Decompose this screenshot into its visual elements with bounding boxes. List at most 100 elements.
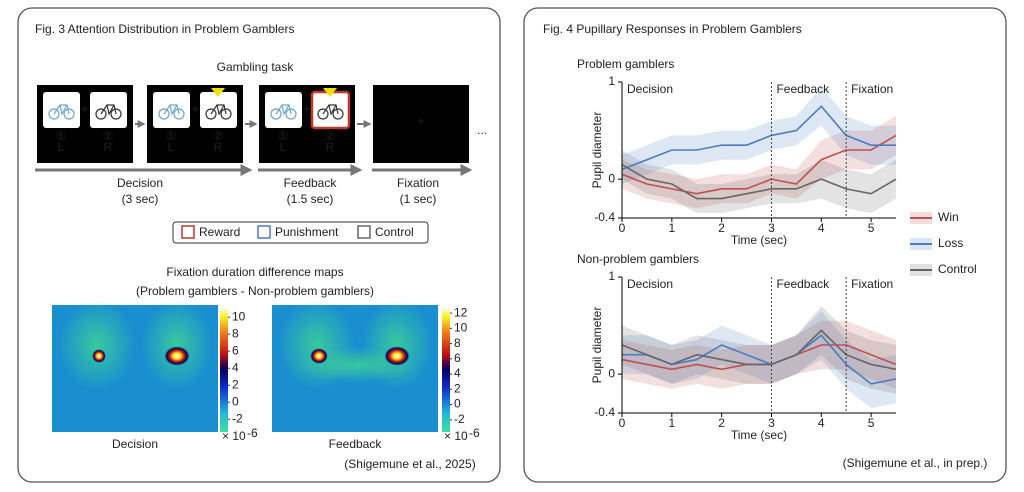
bike-wheel xyxy=(95,108,107,120)
x-axis-label: Time (sec) xyxy=(731,428,787,442)
bike-frame xyxy=(210,104,227,116)
error-band xyxy=(622,116,896,209)
maps-title: Fixation duration difference maps xyxy=(166,265,343,279)
heatmap-hotspot xyxy=(384,346,410,366)
x-axis-label: Time (sec) xyxy=(731,233,787,247)
phase-name: Decision xyxy=(117,176,163,190)
bike-frame xyxy=(100,104,117,116)
heatmap-hotspot xyxy=(310,348,328,364)
colorbar-tick-label: 2 xyxy=(454,381,461,395)
colorbar-tick-label: 4 xyxy=(454,366,461,380)
panel-title: Fig. 4 Pupillary Responses in Problem Ga… xyxy=(543,22,802,36)
bike-wheel xyxy=(158,108,170,120)
bike-wheel xyxy=(270,108,282,120)
bike-wheel xyxy=(63,108,75,120)
error-band xyxy=(622,320,896,389)
colorbar-scale: × 10 xyxy=(222,429,246,443)
key-label: R xyxy=(326,140,335,154)
series-line xyxy=(621,329,897,371)
heatmap-hotspot xyxy=(164,346,190,366)
series-line xyxy=(621,134,897,195)
bike-wheel xyxy=(317,108,329,120)
y-axis-label: Pupil diameter xyxy=(590,112,604,189)
bike-frame xyxy=(163,104,180,116)
legend-swatch xyxy=(357,225,371,239)
bike-wheel xyxy=(285,108,297,120)
phase-name: Fixation xyxy=(397,176,439,190)
x-tick-label: 2 xyxy=(718,221,725,235)
colorbar-scale-exponent: -6 xyxy=(247,426,258,440)
colorbar-scale: × 10 xyxy=(444,429,468,443)
key-label: L xyxy=(168,140,175,154)
panel-title: Fig. 3 Attention Distribution in Problem… xyxy=(35,22,294,36)
map-label: Feedback xyxy=(329,437,383,451)
y-tick-label: -0.4 xyxy=(594,210,615,224)
colorbar-tick-label: 10 xyxy=(232,309,246,323)
key-number: ① xyxy=(278,129,289,143)
x-tick-label: 4 xyxy=(818,221,825,235)
heatmap xyxy=(272,300,438,432)
phase-name: Feedback xyxy=(284,176,338,190)
phase-label: Decision xyxy=(627,82,673,96)
x-tick-label: 2 xyxy=(718,416,725,430)
fixation-cross: + xyxy=(303,102,310,116)
x-tick-label: 1 xyxy=(668,416,675,430)
legend-label: Punishment xyxy=(275,225,339,239)
heatmap xyxy=(52,300,218,432)
key-number: ② xyxy=(103,129,114,143)
task-label: Gambling task xyxy=(217,60,295,74)
colorbar-tick-label: 4 xyxy=(232,360,239,374)
x-tick-label: 5 xyxy=(868,221,875,235)
bike-wheel xyxy=(220,108,232,120)
phase-label: Fixation xyxy=(851,277,893,291)
key-number: ② xyxy=(213,129,224,143)
ellipsis: ... xyxy=(477,123,487,137)
colorbar-tick-label: 10 xyxy=(454,321,468,335)
bike-wheel xyxy=(173,108,185,120)
phase-label: Feedback xyxy=(776,277,830,291)
x-tick-label: 5 xyxy=(868,416,875,430)
selection-marker xyxy=(211,88,225,97)
legend-label: Reward xyxy=(199,225,240,239)
phase-label: Feedback xyxy=(776,82,830,96)
key-label: L xyxy=(280,140,287,154)
key-label: R xyxy=(214,140,223,154)
chart-title: Problem gamblers xyxy=(577,57,674,71)
citation: (Shigemune et al., 2025) xyxy=(344,457,475,471)
error-band xyxy=(622,306,896,394)
citation: (Shigemune et al., in prep.) xyxy=(843,456,988,470)
task-screen xyxy=(373,85,469,163)
colorbar-tick-label: 6 xyxy=(232,343,239,357)
fixation-cross: + xyxy=(417,114,424,128)
x-tick-label: 4 xyxy=(818,416,825,430)
x-tick-label: 3 xyxy=(768,416,775,430)
x-tick-label: 3 xyxy=(768,221,775,235)
colorbar xyxy=(220,307,228,432)
fixation-cross: + xyxy=(191,102,198,116)
phase-duration: (3 sec) xyxy=(122,192,159,206)
legend-label: Control xyxy=(375,225,414,239)
bike-wheel xyxy=(205,108,217,120)
colorbar-scale-exponent: -6 xyxy=(469,426,480,440)
bike-wheel xyxy=(48,108,60,120)
colorbar-tick-label: 0 xyxy=(454,397,461,411)
map-label: Decision xyxy=(112,437,158,451)
legend-label: Control xyxy=(938,262,977,276)
x-tick-label: 0 xyxy=(619,416,626,430)
key-label: L xyxy=(58,140,65,154)
maps-title: (Problem gamblers - Non-problem gamblers… xyxy=(136,284,374,298)
key-number: ① xyxy=(166,129,177,143)
colorbar-tick-label: 8 xyxy=(454,336,461,350)
bike-wheel xyxy=(332,108,344,120)
key-number: ② xyxy=(325,129,336,143)
legend-label: Win xyxy=(938,210,959,224)
bike-wheel xyxy=(110,108,122,120)
colorbar-tick-label: 8 xyxy=(232,326,239,340)
y-tick-label: 1 xyxy=(608,269,615,283)
chart-title: Non-problem gamblers xyxy=(577,252,699,266)
series-line xyxy=(621,163,897,200)
x-tick-label: 1 xyxy=(668,221,675,235)
y-tick-label: -0.4 xyxy=(594,405,615,419)
y-tick-label: 0 xyxy=(608,366,615,380)
colorbar-tick-label: 6 xyxy=(454,351,461,365)
